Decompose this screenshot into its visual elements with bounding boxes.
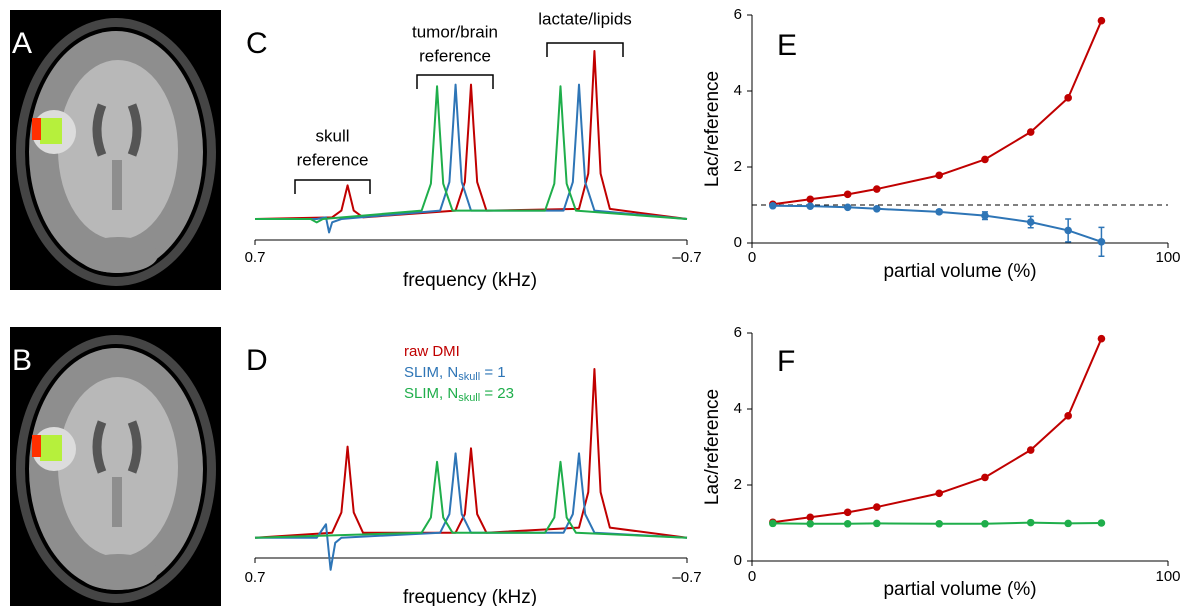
legend-text: skull — [458, 371, 480, 383]
data-point — [1097, 334, 1106, 343]
x-axis-title: frequency (kHz) — [403, 587, 537, 606]
data-point — [873, 503, 881, 511]
x-tick-label: 100 — [1155, 568, 1180, 585]
panel-label: A — [12, 27, 32, 60]
y-tick-label: 2 — [734, 158, 742, 175]
data-point — [843, 190, 852, 199]
annotation: reference — [419, 46, 491, 65]
legend-entry: raw DMI — [404, 343, 460, 360]
legend-text: skull — [458, 392, 480, 404]
data-point — [981, 155, 989, 164]
data-point — [1097, 16, 1106, 25]
series-line — [254, 368, 688, 539]
x-tick-label: 0.7 — [245, 249, 266, 266]
legend-text: = 23 — [480, 385, 514, 402]
data-point — [806, 513, 815, 522]
x-axis-title: partial volume (%) — [883, 579, 1036, 600]
y-axis-title: Lac/reference — [702, 71, 723, 187]
data-point — [1026, 446, 1035, 454]
data-point — [873, 205, 881, 213]
series-line — [254, 460, 688, 539]
data-point — [806, 202, 815, 210]
y-tick-label: 0 — [734, 552, 742, 569]
legend-entry: SLIM, Nskull = 23 — [404, 385, 514, 404]
x-tick-label: –0.7 — [672, 569, 701, 586]
data-point — [1026, 218, 1035, 226]
data-point — [843, 508, 852, 517]
y-tick-label: 4 — [734, 82, 742, 99]
data-point — [981, 519, 989, 528]
x-tick-label: 0 — [748, 249, 756, 266]
data-point — [1064, 94, 1072, 102]
y-tick-label: 2 — [734, 476, 742, 493]
panel-label: B — [12, 344, 32, 377]
data-point — [806, 195, 815, 204]
brain-image — [10, 10, 221, 290]
y-tick-label: 6 — [734, 324, 742, 341]
data-point — [1097, 519, 1106, 527]
data-point — [843, 203, 852, 212]
legend-entry: SLIM, Nskull = 1 — [404, 364, 506, 383]
series-line — [254, 50, 688, 220]
data-point — [981, 473, 989, 482]
brain-image — [10, 327, 221, 606]
series-line — [255, 85, 688, 224]
x-axis-title: frequency (kHz) — [403, 270, 537, 291]
data-point — [1097, 238, 1106, 246]
data-point — [1026, 518, 1035, 527]
data-point — [935, 489, 943, 498]
panel-label: F — [777, 345, 795, 378]
annotation: skull — [315, 126, 349, 145]
x-axis-title: partial volume (%) — [883, 261, 1036, 282]
data-point — [981, 211, 989, 220]
x-tick-label: 0 — [748, 568, 756, 585]
panel-label: E — [777, 29, 797, 62]
annotation: reference — [297, 150, 369, 169]
data-point — [1064, 519, 1072, 528]
data-point — [935, 171, 943, 180]
x-tick-label: –0.7 — [672, 249, 701, 266]
legend-text: SLIM, N — [404, 364, 458, 381]
panel-label: D — [246, 344, 268, 377]
series-line — [255, 83, 688, 234]
y-axis-title: Lac/reference — [702, 389, 723, 505]
legend-text: = 1 — [480, 364, 505, 381]
legend-text: SLIM, N — [404, 385, 458, 402]
data-point — [1026, 128, 1035, 136]
data-point — [843, 519, 852, 528]
data-point — [873, 519, 881, 528]
annotation: tumor/brain — [412, 22, 498, 41]
bracket — [294, 179, 371, 194]
bracket — [546, 42, 624, 57]
bracket — [416, 74, 494, 89]
x-tick-label: 0.7 — [245, 569, 266, 586]
y-tick-label: 4 — [734, 400, 742, 417]
annotation: lactate/lipids — [538, 9, 632, 28]
data-point — [935, 208, 943, 216]
data-point — [769, 519, 777, 528]
data-point — [806, 519, 815, 528]
data-point — [1064, 412, 1072, 420]
y-tick-label: 6 — [734, 6, 742, 23]
data-point — [935, 519, 943, 528]
data-point — [769, 201, 777, 210]
y-tick-label: 0 — [734, 234, 742, 251]
panel-label: C — [246, 27, 268, 60]
series-line — [255, 452, 688, 571]
data-point — [873, 185, 881, 193]
data-point — [1064, 226, 1072, 235]
x-tick-label: 100 — [1155, 249, 1180, 266]
